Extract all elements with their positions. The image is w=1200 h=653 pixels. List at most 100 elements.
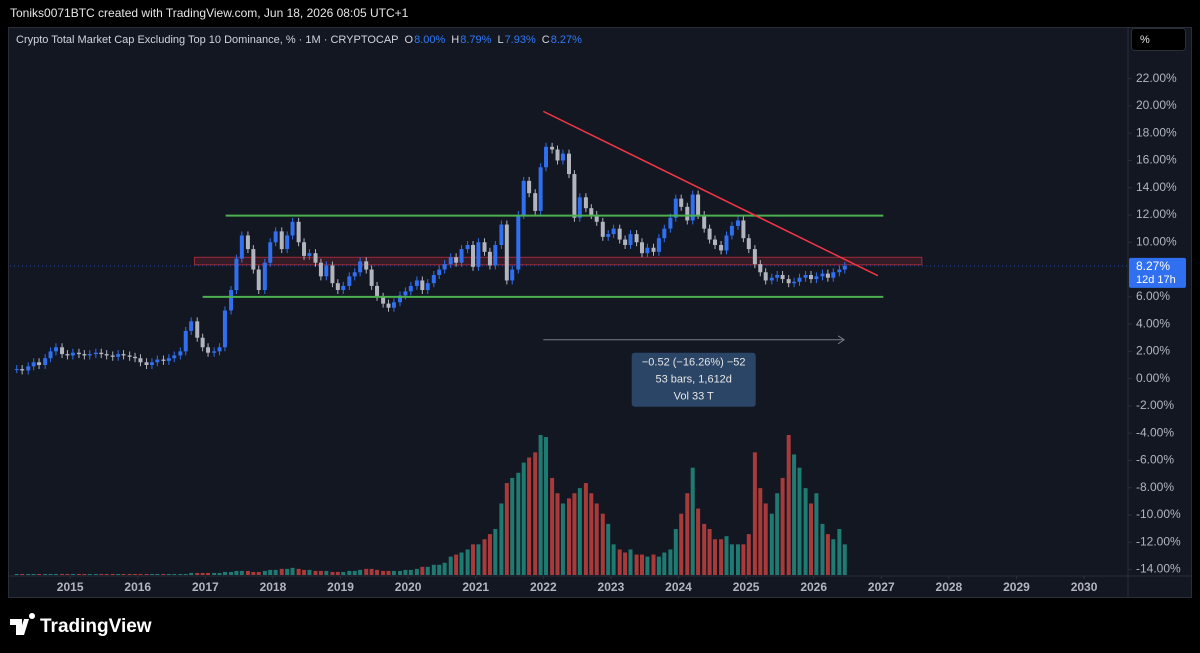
candle-body (442, 264, 447, 270)
volume-bar (110, 573, 115, 575)
measure-arrow (837, 335, 846, 345)
candle-body (155, 359, 160, 363)
volume-bar (20, 573, 25, 575)
volume-bar (229, 571, 234, 575)
candle-body (651, 247, 656, 252)
candle-body (510, 269, 515, 281)
volume-bar (268, 569, 273, 575)
candle-body (239, 235, 244, 259)
candle-body (335, 283, 340, 290)
volume-bar (200, 572, 205, 575)
candle-body (172, 355, 177, 359)
volume-bar (53, 573, 58, 575)
candle-body (381, 296, 386, 304)
volume-bar (719, 539, 724, 575)
candle-body (521, 180, 526, 215)
candle-body (116, 354, 121, 357)
volume-bar (341, 571, 346, 575)
volume-bar (189, 572, 194, 575)
scale-button-label[interactable]: % (1140, 34, 1150, 46)
candle-body (837, 269, 842, 273)
volume-bar (454, 554, 459, 575)
volume-bar (273, 569, 278, 575)
measure-text: −0.52 (−16.26%) −52 (642, 357, 746, 369)
volume-bar (161, 573, 166, 575)
volume-bar (65, 573, 70, 575)
volume-bar (183, 573, 188, 575)
legend-key: C (542, 34, 550, 46)
candle-body (640, 242, 645, 254)
volume-bar (724, 536, 729, 575)
x-tick-label: 2021 (462, 580, 489, 594)
volume-bar (752, 452, 757, 575)
volume-bar (324, 570, 329, 575)
candle-body (476, 242, 481, 267)
candle-body (842, 265, 847, 270)
candle-body (341, 285, 346, 290)
volume-bar (425, 566, 430, 575)
scale-button[interactable] (1131, 28, 1186, 51)
volume-bar (735, 544, 740, 575)
candle-body (206, 347, 211, 353)
candle-body (741, 220, 746, 239)
volume-bar (521, 462, 526, 575)
candle-body (567, 153, 571, 175)
candle-body (166, 358, 171, 361)
x-tick-label: 2030 (1071, 580, 1098, 594)
candle-body (504, 224, 509, 281)
header: Toniks0071BTC created with TradingView.c… (10, 6, 409, 20)
candle-body (391, 302, 396, 308)
volume-bar (166, 573, 171, 575)
candle-body (127, 355, 132, 357)
candle-body (408, 285, 413, 292)
volume-bar (144, 573, 149, 575)
candle-body (589, 208, 594, 215)
candle-body (195, 321, 200, 338)
candle-body (690, 194, 695, 221)
volume-bar (121, 573, 126, 575)
volume-bar (797, 467, 802, 575)
legend-title: Crypto Total Market Cap Excluding Top 10… (16, 34, 399, 46)
volume-bar (634, 554, 639, 575)
candle-body (594, 215, 599, 222)
candle-body (82, 354, 87, 356)
volume-bar (313, 570, 318, 575)
x-tick-label: 2020 (395, 580, 422, 594)
volume-bar (544, 437, 549, 575)
plot: 22.00% 20.00% 18.00% 16.00% 14.00% 12.00% 10.0… (10, 71, 1186, 594)
candle-body (499, 224, 504, 245)
x-tick-label: 2025 (733, 580, 760, 594)
volume-bar (48, 573, 53, 575)
volume-bar (685, 493, 690, 575)
candle-body (279, 231, 284, 250)
volume-bar (594, 503, 599, 575)
candle-body (26, 366, 31, 371)
candle-body (104, 354, 109, 356)
volume-bar (239, 570, 244, 575)
volume-bar (369, 568, 374, 575)
volume-bar (577, 488, 582, 575)
candle-body (178, 351, 183, 356)
volume-bar (245, 570, 250, 575)
legend: Crypto Total Market Cap Excluding Top 10… (16, 34, 582, 46)
volume-bar (504, 483, 509, 575)
volume-bar (398, 570, 403, 575)
logo-icon (10, 613, 36, 635)
candle-body (437, 269, 442, 275)
candle-body (352, 272, 357, 277)
volume-bar (364, 568, 369, 575)
volume-bar (285, 568, 290, 575)
candle-body (149, 362, 154, 365)
candle-body (183, 330, 188, 352)
volume-bar (820, 523, 825, 575)
candle-body (662, 228, 667, 239)
candle-body (679, 198, 684, 207)
candle-body (831, 272, 836, 278)
volume-bar (746, 534, 751, 575)
y-tick-label: -8.00% (1136, 480, 1174, 494)
candle-body (53, 347, 58, 352)
candle-body (583, 197, 588, 209)
volume-bar (149, 573, 154, 575)
x-tick-label: 2029 (1003, 580, 1030, 594)
volume-bar (482, 539, 487, 575)
